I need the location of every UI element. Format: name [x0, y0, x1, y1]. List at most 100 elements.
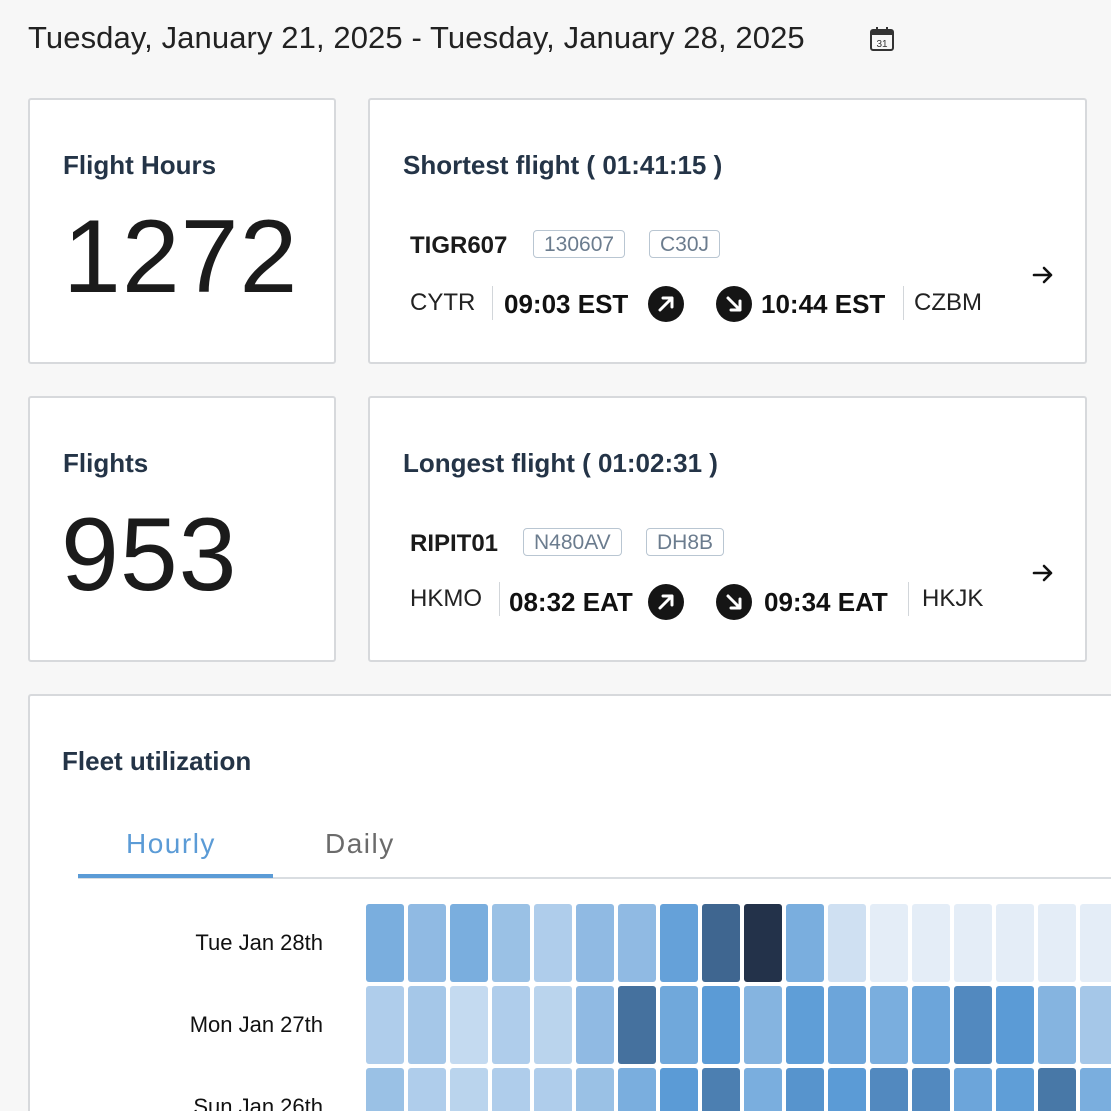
heatmap-cell[interactable]: [870, 986, 908, 1064]
heatmap-cell[interactable]: [912, 1068, 950, 1111]
heatmap-cell[interactable]: [534, 904, 572, 982]
heatmap-cell[interactable]: [660, 986, 698, 1064]
heatmap-cell[interactable]: [1080, 986, 1111, 1064]
arrival-time: 09:34 EAT: [764, 587, 888, 617]
landing-icon: [716, 584, 752, 620]
flight-hours-label: Flight Hours: [63, 150, 217, 180]
heatmap-cell[interactable]: [576, 986, 614, 1064]
calendar-icon[interactable]: 31: [869, 26, 895, 52]
destination-airport: HKJK: [922, 585, 984, 612]
longest-flight-card[interactable]: Longest flight ( 01:02:31 ) RIPIT01 N480…: [368, 396, 1087, 662]
date-range: Tuesday, January 21, 2025 - Tuesday, Jan…: [28, 20, 805, 55]
heatmap-cell[interactable]: [1038, 904, 1076, 982]
heatmap-cell[interactable]: [492, 1068, 530, 1111]
heatmap-cell[interactable]: [954, 986, 992, 1064]
heatmap-cell[interactable]: [786, 1068, 824, 1111]
heatmap-cell[interactable]: [870, 1068, 908, 1111]
heatmap-cell[interactable]: [408, 904, 446, 982]
heatmap-cell[interactable]: [408, 1068, 446, 1111]
heatmap-cell[interactable]: [534, 1068, 572, 1111]
heatmap-row-label: Sun Jan 26th: [193, 1094, 323, 1111]
flights-value: 953: [61, 497, 238, 613]
heatmap-cell[interactable]: [1080, 1068, 1111, 1111]
heatmap-cell[interactable]: [744, 1068, 782, 1111]
tab-hourly[interactable]: Hourly: [126, 828, 216, 859]
heatmap-cell[interactable]: [1038, 1068, 1076, 1111]
active-tab-indicator: [78, 874, 273, 878]
longest-flight-title: Longest flight ( 01:02:31 ): [403, 448, 718, 478]
heatmap-cell[interactable]: [996, 1068, 1034, 1111]
heatmap-cell[interactable]: [1038, 986, 1076, 1064]
departure-time: 08:32 EAT: [509, 587, 633, 617]
heatmap-cell[interactable]: [954, 904, 992, 982]
heatmap-cell[interactable]: [408, 986, 446, 1064]
heatmap-cell[interactable]: [996, 904, 1034, 982]
heatmap-row-label: Tue Jan 28th: [195, 930, 323, 955]
heatmap-cell[interactable]: [450, 904, 488, 982]
heatmap-cell[interactable]: [450, 986, 488, 1064]
separator: [903, 286, 904, 320]
heatmap-cell[interactable]: [744, 986, 782, 1064]
calendar-day-text: 31: [876, 39, 888, 50]
landing-icon: [716, 286, 752, 322]
heatmap-cell[interactable]: [492, 986, 530, 1064]
heatmap-cell[interactable]: [618, 904, 656, 982]
heatmap-row-label: Mon Jan 27th: [189, 1012, 323, 1037]
takeoff-icon: [648, 584, 684, 620]
heatmap-cell[interactable]: [912, 904, 950, 982]
separator: [499, 582, 500, 616]
heatmap-cell[interactable]: [660, 904, 698, 982]
aircraft-type-tag: C30J: [649, 230, 721, 258]
separator: [492, 286, 493, 320]
heatmap-cell[interactable]: [912, 986, 950, 1064]
heatmap-cell[interactable]: [702, 904, 740, 982]
destination-airport: CZBM: [914, 289, 982, 316]
origin-airport: HKMO: [410, 585, 482, 612]
flights-card: Flights 953: [28, 396, 336, 662]
heatmap-cell[interactable]: [366, 986, 404, 1064]
flight-callsign: RIPIT01: [410, 530, 499, 557]
heatmap-cell[interactable]: [450, 1068, 488, 1111]
flight-hours-card: Flight Hours 1272: [28, 98, 336, 364]
heatmap-cell[interactable]: [996, 986, 1034, 1064]
heatmap-cell[interactable]: [786, 904, 824, 982]
heatmap-cell[interactable]: [576, 904, 614, 982]
heatmap-cell[interactable]: [1080, 904, 1111, 982]
heatmap-cell[interactable]: [534, 986, 572, 1064]
registration-tag: N480AV: [523, 528, 622, 556]
heatmap-cell[interactable]: [492, 904, 530, 982]
heatmap-cell[interactable]: [660, 1068, 698, 1111]
flights-label: Flights: [63, 448, 149, 478]
heatmap-cell[interactable]: [618, 986, 656, 1064]
heatmap-cell[interactable]: [870, 904, 908, 982]
shortest-flight-card[interactable]: Shortest flight ( 01:41:15 ) TIGR607 130…: [368, 98, 1087, 364]
origin-airport: CYTR: [410, 289, 476, 316]
heatmap-cell[interactable]: [744, 904, 782, 982]
heatmap-cell[interactable]: [954, 1068, 992, 1111]
registration-tag: 130607: [533, 230, 626, 258]
heatmap-cell[interactable]: [576, 1068, 614, 1111]
flight-hours-value: 1272: [63, 199, 299, 315]
shortest-flight-title: Shortest flight ( 01:41:15 ): [403, 150, 723, 180]
fleet-utilization-title: Fleet utilization: [62, 746, 252, 776]
tabs-divider: [78, 877, 1111, 879]
arrival-time: 10:44 EST: [761, 289, 886, 319]
heatmap-cell[interactable]: [366, 1068, 404, 1111]
heatmap-cell[interactable]: [618, 1068, 656, 1111]
departure-time: 09:03 EST: [504, 289, 629, 319]
tab-daily[interactable]: Daily: [325, 828, 395, 859]
aircraft-type-tag: DH8B: [646, 528, 725, 556]
heatmap-cell[interactable]: [702, 1068, 740, 1111]
heatmap-cell[interactable]: [366, 904, 404, 982]
separator: [908, 582, 909, 616]
heatmap-cell[interactable]: [786, 986, 824, 1064]
heatmap-cell[interactable]: [828, 1068, 866, 1111]
takeoff-icon: [648, 286, 684, 322]
arrow-right-icon[interactable]: [1030, 560, 1056, 586]
heatmap-cell[interactable]: [828, 904, 866, 982]
arrow-right-icon[interactable]: [1030, 262, 1056, 288]
heatmap-cell[interactable]: [702, 986, 740, 1064]
heatmap-cell[interactable]: [828, 986, 866, 1064]
flight-callsign: TIGR607: [410, 232, 508, 259]
